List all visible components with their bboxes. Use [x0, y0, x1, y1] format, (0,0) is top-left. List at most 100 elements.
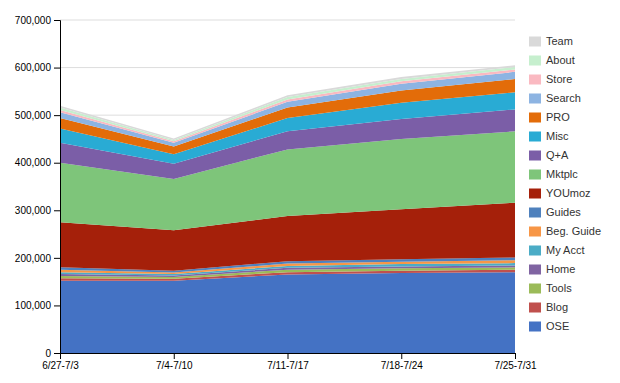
y-tick: 700,000 — [15, 15, 60, 26]
legend-label: PRO — [546, 111, 570, 123]
y-tick-label: 700,000 — [15, 15, 52, 26]
y-tick-mark — [54, 68, 60, 69]
y-tick-mark — [54, 353, 60, 354]
legend-label: Team — [546, 35, 573, 47]
legend-swatch — [529, 75, 541, 85]
legend-label: YOUmoz — [546, 187, 591, 199]
legend-label: Search — [546, 92, 581, 104]
legend-item: OSE — [529, 320, 569, 332]
legend-swatch — [529, 94, 541, 104]
legend-label: Guides — [546, 206, 581, 218]
legend-label: My Acct — [546, 244, 585, 256]
x-tick-mark — [401, 353, 402, 359]
legend-item: PRO — [529, 111, 570, 123]
y-tick: 400,000 — [15, 157, 60, 168]
area — [60, 272, 515, 353]
y-tick-mark — [54, 163, 60, 164]
legend-label: Tools — [546, 282, 572, 294]
x-tick-mark — [174, 353, 175, 359]
legend-item: Guides — [529, 206, 581, 218]
x-tick: 7/25-7/31 — [494, 353, 537, 371]
y-axis: 0 100,000 200,000 300,000 400,000 500,000 600,… — [15, 15, 61, 359]
legend-swatch — [529, 303, 541, 313]
legend-label: Store — [546, 73, 572, 85]
legend-swatch — [529, 246, 541, 256]
legend-swatch — [529, 132, 541, 142]
legend-label: Blog — [546, 301, 568, 313]
legend-item: YOUmoz — [529, 187, 591, 199]
grid-line — [60, 20, 515, 21]
y-tick: 100,000 — [15, 300, 60, 311]
legend-item: Search — [529, 92, 581, 104]
y-axis-line — [54, 21, 61, 354]
legend-label: Beg. Guide — [546, 225, 601, 237]
y-tick-label: 100,000 — [15, 300, 52, 311]
legend-swatch — [529, 113, 541, 123]
legend-swatch — [529, 284, 541, 294]
legend-item: Beg. Guide — [529, 225, 601, 237]
x-tick-label: 7/25-7/31 — [494, 360, 537, 371]
legend-item: Tools — [529, 282, 572, 294]
legend-swatch — [529, 56, 541, 66]
legend-item: Blog — [529, 301, 568, 313]
y-tick: 300,000 — [15, 205, 60, 216]
legend-item: Misc — [529, 130, 569, 142]
legend-label: Misc — [546, 130, 569, 142]
y-tick-label: 200,000 — [15, 253, 52, 264]
y-tick-mark — [54, 258, 60, 259]
legend-item: About — [529, 54, 575, 66]
legend-item: Mktplc — [529, 168, 578, 180]
y-tick: 0 — [45, 348, 60, 359]
x-tick: 7/11-7/17 — [267, 353, 309, 371]
y-tick-mark — [54, 210, 60, 211]
legend-item: Q+A — [529, 149, 569, 161]
y-tick-mark — [54, 115, 60, 116]
legend-swatch — [529, 189, 541, 199]
chart: 6/27-7/3 7/4-7/10 7/11-7/17 7/18-7/24 7/25-7… — [0, 0, 620, 383]
areas — [60, 65, 515, 353]
y-tick: 600,000 — [15, 62, 60, 73]
y-tick-label: 400,000 — [15, 157, 52, 168]
legend-swatch — [529, 151, 541, 161]
legend-swatch — [529, 322, 541, 332]
x-axis: 6/27-7/3 7/4-7/10 7/11-7/17 7/18-7/24 7/25-7… — [42, 353, 537, 371]
area — [60, 65, 515, 140]
legend-swatch — [529, 170, 541, 180]
legend-swatch — [529, 208, 541, 218]
legend-item: Team — [529, 35, 573, 47]
legend-label: About — [546, 54, 575, 66]
x-tick-label: 6/27-7/3 — [42, 360, 79, 371]
area — [60, 67, 515, 141]
legend: Team About Store Search PRO Misc Q+A Mktplc YOUm… — [529, 35, 601, 332]
x-tick-label: 7/4-7/10 — [156, 360, 193, 371]
y-tick: 200,000 — [15, 253, 60, 264]
legend-label: Mktplc — [546, 168, 578, 180]
legend-swatch — [529, 37, 541, 47]
legend-item: Home — [529, 263, 575, 275]
legend-item: My Acct — [529, 244, 585, 256]
y-tick: 500,000 — [15, 110, 60, 121]
legend-swatch — [529, 227, 541, 237]
x-tick: 7/18-7/24 — [381, 353, 424, 371]
x-tick-mark — [288, 353, 289, 359]
x-tick: 7/4-7/10 — [156, 353, 193, 371]
y-tick-label: 600,000 — [15, 62, 52, 73]
y-tick-mark — [54, 20, 60, 21]
x-tick-mark — [515, 353, 516, 359]
legend-swatch — [529, 265, 541, 275]
area — [60, 72, 515, 147]
legend-label: OSE — [546, 320, 569, 332]
y-tick-label: 300,000 — [15, 205, 52, 216]
legend-item: Store — [529, 73, 572, 85]
y-tick-label: 500,000 — [15, 110, 52, 121]
area — [60, 79, 515, 154]
y-tick-label: 0 — [45, 348, 51, 359]
x-tick-label: 7/11-7/17 — [267, 360, 309, 371]
x-axis-line — [61, 354, 516, 360]
grid-line — [60, 67, 515, 68]
x-tick-label: 7/18-7/24 — [381, 360, 424, 371]
legend-label: Home — [546, 263, 575, 275]
plot: 6/27-7/3 7/4-7/10 7/11-7/17 7/18-7/24 7/25-7… — [15, 15, 537, 371]
area — [60, 69, 515, 142]
y-tick-mark — [54, 305, 60, 306]
